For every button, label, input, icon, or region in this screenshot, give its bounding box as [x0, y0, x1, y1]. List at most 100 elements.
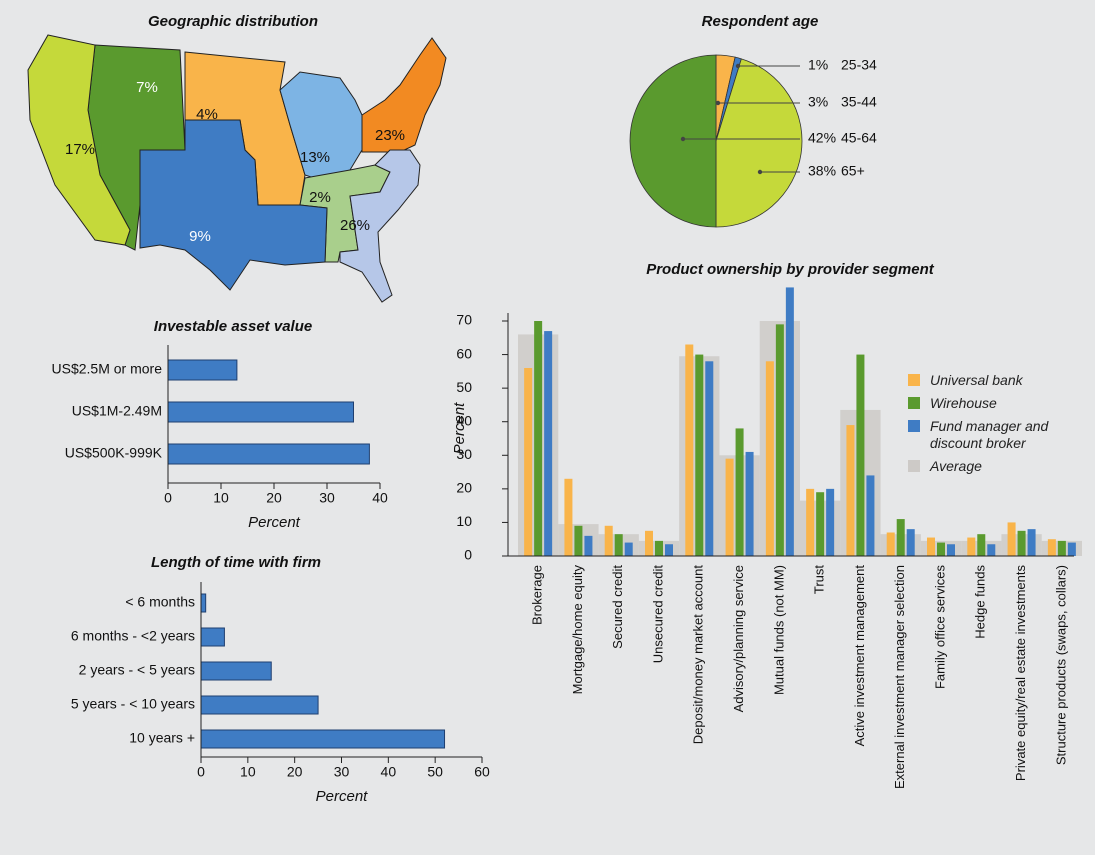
x-tick-label: 30 [334, 764, 350, 780]
map-region [339, 149, 421, 303]
bar [534, 321, 543, 556]
map-region [139, 119, 328, 291]
leader-dot [757, 169, 763, 175]
x-tick-label: Brokerage [530, 565, 545, 625]
bar [826, 488, 835, 556]
bar [927, 537, 935, 556]
y-axis-label: Percent [451, 402, 468, 455]
bar [614, 534, 623, 556]
bar [167, 401, 354, 423]
bar [987, 544, 996, 556]
bar [886, 532, 895, 556]
legend-label: Wirehouse [930, 395, 997, 411]
bar [896, 519, 905, 556]
y-tick-label: 30 [456, 446, 472, 462]
bar [725, 458, 734, 556]
bar [816, 492, 825, 556]
leader-dot [680, 136, 686, 142]
x-tick-label: 40 [372, 490, 388, 506]
map-region [27, 34, 131, 246]
y-tick-label: 20 [456, 480, 472, 496]
region-label: 17% [65, 141, 95, 158]
bar [655, 540, 663, 556]
bar [695, 354, 704, 556]
bar [524, 368, 533, 556]
region-label: 9% [189, 228, 211, 245]
x-tick-label: Family office services [932, 565, 947, 690]
bar [1017, 530, 1026, 556]
legend: Universal bank Wirehouse Fund manager and … [908, 372, 1068, 481]
legend-label: Average [930, 458, 982, 474]
y-tick-label: 70 [456, 312, 472, 328]
bar [200, 627, 225, 647]
pie-value-label: 1% [808, 57, 828, 73]
pie-slice [629, 54, 717, 228]
chart-title: Geographic distribution [148, 13, 318, 30]
x-tick-label: Mortgage/home equity [570, 565, 585, 695]
bar [806, 488, 815, 556]
legend-item: Universal bank [908, 372, 1068, 389]
region-label: 2% [309, 189, 331, 206]
bar [624, 542, 633, 556]
bar [735, 428, 744, 556]
bar [200, 729, 446, 749]
legend-item: Average [908, 458, 1068, 475]
y-tick-label: 10 [456, 513, 472, 529]
bar [685, 344, 694, 556]
bar [200, 695, 319, 715]
x-tick-label: 60 [474, 764, 490, 780]
x-tick-label: Deposit/money market account [691, 565, 706, 745]
bar [765, 361, 774, 556]
bar [937, 542, 945, 556]
legend-swatch [908, 460, 920, 472]
chart-title: Product ownership by provider segment [646, 261, 935, 278]
x-tick-label: Active investment management [852, 565, 867, 747]
y-tick-label: US$1M-2.49M [72, 403, 162, 419]
x-tick-label: 30 [319, 490, 335, 506]
x-tick-label: Advisory/planning service [731, 565, 746, 712]
bar [200, 661, 272, 681]
bar [1027, 529, 1036, 556]
y-tick-label: 5 years - < 10 years [71, 696, 195, 712]
bar [665, 544, 673, 556]
bar [866, 475, 875, 556]
y-tick-label: 2 years - < 5 years [79, 662, 195, 678]
y-tick-label: 10 years + [129, 730, 195, 746]
y-tick-label: 40 [456, 412, 472, 428]
pie-value-label: 38% [808, 163, 836, 179]
pie-category-label: 35-44 [841, 94, 877, 110]
x-tick-label: 10 [240, 764, 256, 780]
bar [200, 593, 207, 613]
x-tick-label: Mutual funds (not MM) [771, 565, 786, 695]
pie-category-label: 25-34 [841, 57, 877, 73]
bar [785, 287, 794, 556]
bar [645, 530, 653, 556]
bar [167, 359, 238, 381]
x-tick-label: External investment manager selection [892, 565, 907, 789]
x-tick-label: 0 [164, 490, 172, 506]
x-tick-label: Hedge funds [973, 565, 988, 639]
bar [775, 324, 784, 556]
y-tick-label: US$500K-999K [65, 445, 163, 461]
pie-value-label: 3% [808, 94, 828, 110]
leader-dot [715, 100, 721, 106]
bar [167, 443, 370, 465]
chart-title: Length of time with firm [151, 554, 321, 571]
y-tick-label: < 6 months [125, 594, 195, 610]
region-label: 26% [340, 217, 370, 234]
legend-label: Universal bank [930, 372, 1023, 388]
legend-swatch [908, 397, 920, 409]
bar [947, 544, 955, 556]
y-tick-label: 50 [456, 379, 472, 395]
x-tick-label: Unsecured credit [650, 565, 665, 664]
bar [856, 354, 865, 556]
chart-title: Respondent age [702, 13, 819, 30]
pie-slice [715, 58, 803, 228]
bar [544, 331, 553, 556]
region-label: 23% [375, 127, 405, 144]
y-tick-label: US$2.5M or more [52, 361, 163, 377]
x-tick-label: 0 [197, 764, 205, 780]
legend-swatch [908, 420, 920, 432]
